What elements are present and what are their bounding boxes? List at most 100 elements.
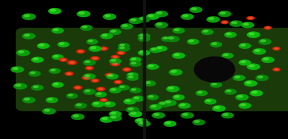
Circle shape [22, 97, 36, 103]
Circle shape [88, 40, 93, 42]
Circle shape [170, 70, 177, 73]
Circle shape [131, 62, 137, 64]
Circle shape [188, 39, 194, 42]
Circle shape [109, 87, 122, 93]
Circle shape [109, 58, 122, 64]
Circle shape [231, 21, 237, 24]
Circle shape [82, 26, 88, 28]
Circle shape [103, 101, 116, 107]
Circle shape [110, 62, 120, 66]
Circle shape [86, 39, 98, 45]
Circle shape [44, 109, 50, 112]
Circle shape [244, 80, 257, 87]
Circle shape [109, 115, 122, 121]
Circle shape [182, 113, 188, 116]
Circle shape [107, 74, 112, 76]
Circle shape [139, 121, 145, 124]
Circle shape [93, 102, 99, 105]
Circle shape [78, 11, 85, 14]
Circle shape [51, 28, 64, 34]
Circle shape [52, 54, 64, 60]
Circle shape [30, 71, 36, 74]
Circle shape [101, 47, 106, 50]
Circle shape [143, 80, 156, 86]
Circle shape [111, 112, 116, 115]
Circle shape [130, 111, 137, 115]
Circle shape [134, 118, 148, 124]
Circle shape [139, 34, 145, 37]
Circle shape [203, 30, 209, 33]
Circle shape [197, 91, 203, 94]
Circle shape [102, 117, 108, 120]
Circle shape [238, 59, 251, 66]
Circle shape [201, 29, 214, 35]
Circle shape [33, 85, 39, 88]
Circle shape [258, 39, 272, 45]
Ellipse shape [194, 56, 235, 83]
Circle shape [113, 56, 118, 58]
Circle shape [156, 12, 162, 14]
FancyBboxPatch shape [128, 28, 288, 111]
Circle shape [98, 88, 103, 90]
Circle shape [67, 60, 77, 65]
Circle shape [180, 103, 185, 106]
Circle shape [90, 78, 100, 83]
Circle shape [250, 90, 263, 96]
Circle shape [220, 12, 226, 14]
Circle shape [180, 112, 194, 119]
Circle shape [234, 76, 240, 78]
Circle shape [80, 25, 93, 31]
Circle shape [272, 47, 281, 51]
Circle shape [47, 98, 53, 101]
Circle shape [116, 51, 126, 55]
Circle shape [50, 9, 56, 12]
Circle shape [204, 98, 217, 105]
Circle shape [118, 43, 130, 49]
Circle shape [31, 57, 44, 63]
Circle shape [112, 63, 118, 65]
Circle shape [57, 42, 69, 47]
Circle shape [156, 23, 162, 26]
Circle shape [77, 11, 90, 17]
Circle shape [257, 75, 263, 78]
Circle shape [39, 44, 44, 46]
Circle shape [240, 60, 246, 63]
Circle shape [146, 13, 159, 20]
Circle shape [50, 69, 56, 71]
Circle shape [272, 68, 281, 71]
Circle shape [22, 33, 36, 39]
Circle shape [113, 80, 123, 84]
Circle shape [149, 47, 162, 53]
Circle shape [46, 97, 58, 103]
Circle shape [85, 60, 90, 63]
Circle shape [240, 44, 246, 46]
Circle shape [120, 85, 125, 88]
Circle shape [101, 99, 106, 101]
Circle shape [148, 95, 154, 98]
Circle shape [217, 69, 223, 71]
Circle shape [33, 58, 39, 60]
Circle shape [105, 14, 111, 17]
Circle shape [178, 103, 191, 109]
Circle shape [237, 95, 243, 98]
Circle shape [61, 59, 66, 61]
Circle shape [206, 16, 220, 23]
Circle shape [31, 85, 44, 91]
Circle shape [214, 106, 220, 109]
Circle shape [157, 101, 171, 108]
Circle shape [174, 95, 180, 98]
FancyBboxPatch shape [16, 28, 189, 111]
Circle shape [151, 48, 157, 51]
Circle shape [109, 29, 122, 35]
Circle shape [224, 89, 237, 95]
Circle shape [13, 83, 27, 90]
Circle shape [255, 75, 269, 81]
Circle shape [223, 113, 229, 116]
Circle shape [71, 113, 85, 120]
Circle shape [52, 82, 64, 88]
Circle shape [129, 57, 141, 63]
Circle shape [49, 68, 61, 74]
Circle shape [148, 14, 154, 17]
Circle shape [128, 111, 142, 117]
Circle shape [246, 81, 252, 84]
